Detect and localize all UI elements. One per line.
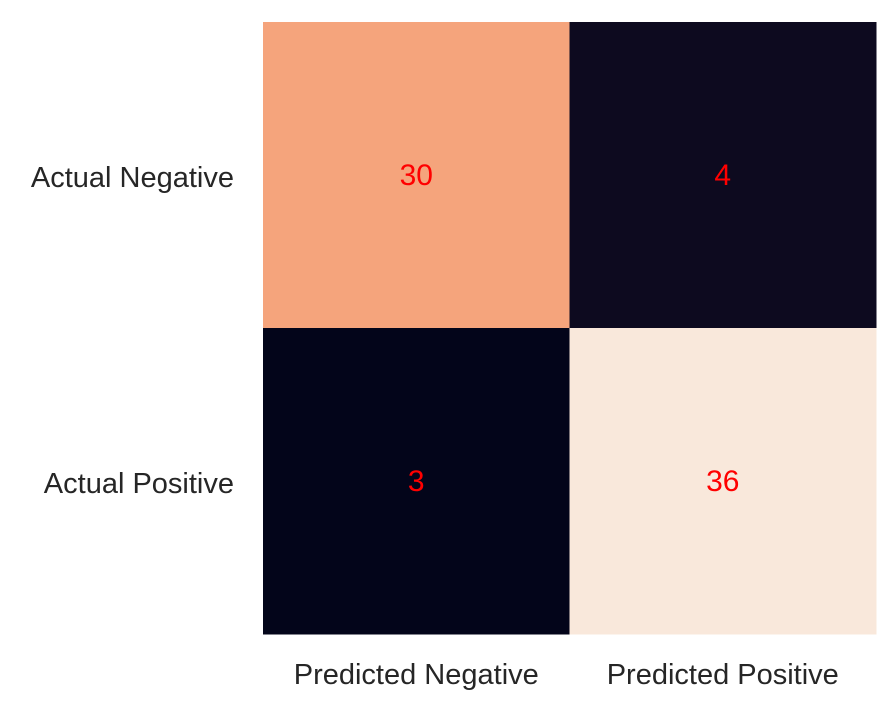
heatmap-cell [263,328,570,635]
heatmap-cells [263,22,877,635]
cell-value-label: 4 [714,159,731,192]
x-tick-label: Predicted Negative [294,659,539,691]
cell-value-label: 30 [400,159,433,192]
y-tick-label: Actual Negative [31,162,234,194]
cell-value-label: 36 [706,465,739,498]
x-tick-labels: Predicted Negative Predicted Positive [294,659,839,691]
heatmap-cell [569,328,877,635]
y-tick-labels: Actual Negative Actual Positive [31,162,234,500]
cell-annotations: 30 4 3 36 [400,159,740,498]
y-tick-label: Actual Positive [44,468,234,500]
heatmap-cell [263,22,570,329]
cell-value-label: 3 [408,465,425,498]
heatmap-cell [569,22,877,329]
x-tick-label: Predicted Positive [607,659,839,691]
